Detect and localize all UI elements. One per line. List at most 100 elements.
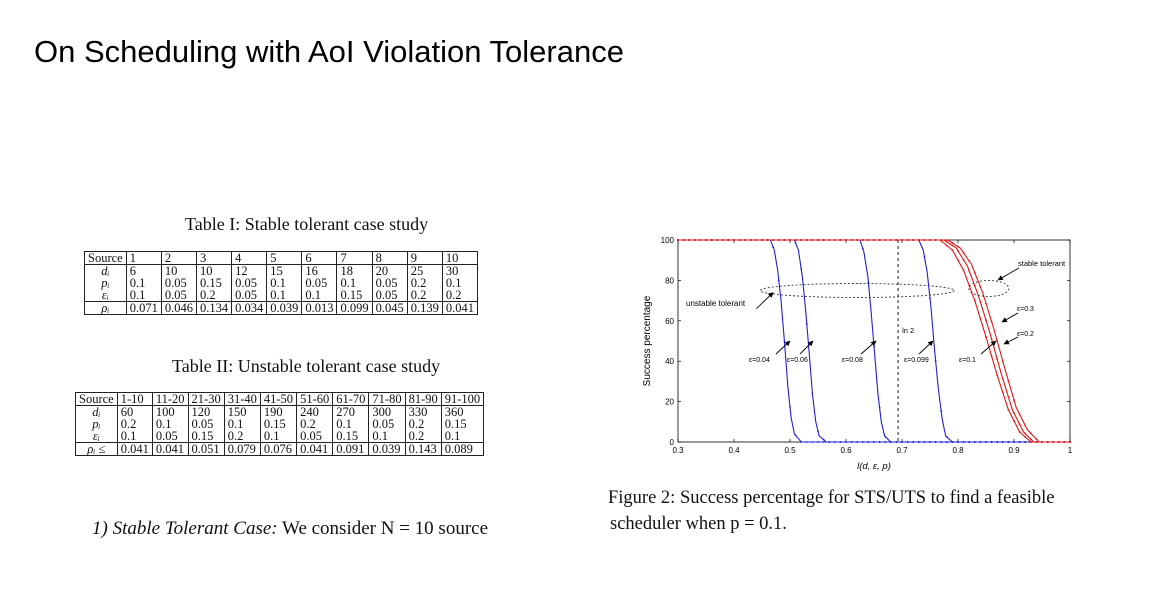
- header-cell: 4: [231, 251, 268, 265]
- series-point: [934, 441, 937, 443]
- series-point: [906, 239, 909, 241]
- series-point: [727, 239, 730, 241]
- table-cell: 0.2: [406, 289, 443, 302]
- series-point: [1007, 408, 1010, 411]
- header-cell: 6: [301, 251, 338, 265]
- series-point: [957, 245, 959, 248]
- header-cell: 1-10: [116, 392, 153, 406]
- series-point: [957, 249, 959, 252]
- series-point: [1029, 432, 1032, 435]
- figure-caption-line1: Figure 2: Success percentage for STS/UTS…: [608, 488, 1055, 508]
- table-header-row: Source 1-10 11-20 21-30 31-40 41-50 51-60 61-70…: [75, 392, 485, 406]
- table-cell: 0.1: [125, 277, 162, 289]
- table-cell: 0.1: [368, 430, 406, 443]
- table-cell: 0.2: [223, 430, 261, 443]
- series-point: [968, 269, 971, 272]
- table-cell: 330: [404, 405, 442, 418]
- series-point: [1024, 436, 1027, 438]
- series-point: [973, 285, 976, 287]
- series-point: [794, 434, 797, 437]
- series-point: [945, 240, 948, 243]
- table-cell: 0.1: [266, 289, 303, 302]
- header-cell: 7: [336, 251, 373, 265]
- row-label: εᵢ: [84, 289, 127, 302]
- series-point: [867, 441, 870, 443]
- y-tick-label: 0: [670, 438, 675, 447]
- series-point: [917, 239, 920, 241]
- annotation-arrow: [918, 340, 934, 355]
- series-point: [873, 239, 875, 241]
- figure-caption-line2: scheduler when p = 0.1.: [610, 514, 787, 534]
- y-tick-label: 60: [665, 317, 674, 326]
- series-point: [973, 271, 976, 274]
- table-cell: 0.1: [151, 418, 189, 430]
- series-point: [996, 340, 999, 342]
- row-label: ρᵢ: [84, 301, 127, 315]
- series-point: [923, 441, 926, 443]
- series-point: [878, 239, 881, 241]
- table-cell: 240: [296, 405, 334, 418]
- series-point: [688, 239, 691, 241]
- series-point: [817, 441, 819, 443]
- series-point: [1041, 441, 1043, 443]
- series-point: [940, 239, 943, 241]
- series-point: [979, 301, 982, 303]
- annotation-arrow: [799, 340, 814, 355]
- series-point: [962, 258, 965, 261]
- series-point: [789, 406, 791, 408]
- series-point: [811, 441, 814, 443]
- series-point: [985, 336, 987, 338]
- series-point: [811, 392, 814, 395]
- stable-ellipse: [968, 280, 1010, 297]
- table-cell: 0.15: [336, 289, 373, 302]
- series-point: [990, 320, 993, 323]
- series-point: [945, 441, 948, 443]
- table-cell: 0.1: [301, 289, 338, 302]
- annotation-label: ln 2: [902, 326, 914, 335]
- annotation-label: ε=0.08: [842, 357, 863, 364]
- unstable-ellipse: [759, 283, 955, 298]
- table-cell: 0.046: [160, 301, 197, 315]
- annotation-label: ε=0.099: [904, 357, 929, 364]
- annotation-label: ε=0.3: [1017, 306, 1034, 313]
- table-cell: 0.039: [266, 301, 303, 315]
- series-point: [822, 438, 825, 441]
- header-cell: 71-80: [368, 392, 406, 406]
- table-cell: 360: [440, 405, 485, 418]
- series-point: [884, 239, 887, 241]
- table-cell: 0.041: [441, 301, 478, 315]
- series-point: [828, 441, 831, 443]
- series-point: [1018, 413, 1021, 416]
- header-cell: 41-50: [259, 392, 298, 406]
- series-point: [1018, 431, 1021, 433]
- table-cell: 0.05: [160, 277, 197, 289]
- series-point: [772, 239, 775, 241]
- table-cell: 0.041: [151, 442, 189, 456]
- series-point: [1001, 391, 1004, 394]
- table-cell: 0.013: [301, 301, 338, 315]
- series-point: [929, 441, 931, 443]
- series-point: [906, 441, 909, 443]
- table-cell: 300: [368, 405, 406, 418]
- table-cell: 0.2: [296, 418, 334, 430]
- series-point: [833, 441, 836, 443]
- series-point: [794, 241, 797, 244]
- y-axis-label: Success percentage: [642, 295, 653, 386]
- table-cell: 0.134: [195, 301, 233, 315]
- series-point: [822, 441, 825, 443]
- series-point: [744, 239, 747, 241]
- series-point: [990, 441, 993, 443]
- series-line: [678, 239, 1070, 443]
- series-point: [699, 239, 702, 241]
- series-point: [710, 239, 713, 241]
- series-point: [873, 345, 875, 348]
- annotation-arrow: [1001, 312, 1019, 323]
- series-point: [1001, 360, 1004, 363]
- table2-caption: Table II: Unstable tolerant case study: [172, 356, 441, 376]
- series-point: [817, 430, 819, 433]
- series-point: [873, 441, 875, 443]
- series-point: [845, 239, 847, 241]
- table-cell: 0.2: [195, 289, 233, 302]
- series-point: [716, 239, 719, 241]
- series-point: [1035, 438, 1038, 441]
